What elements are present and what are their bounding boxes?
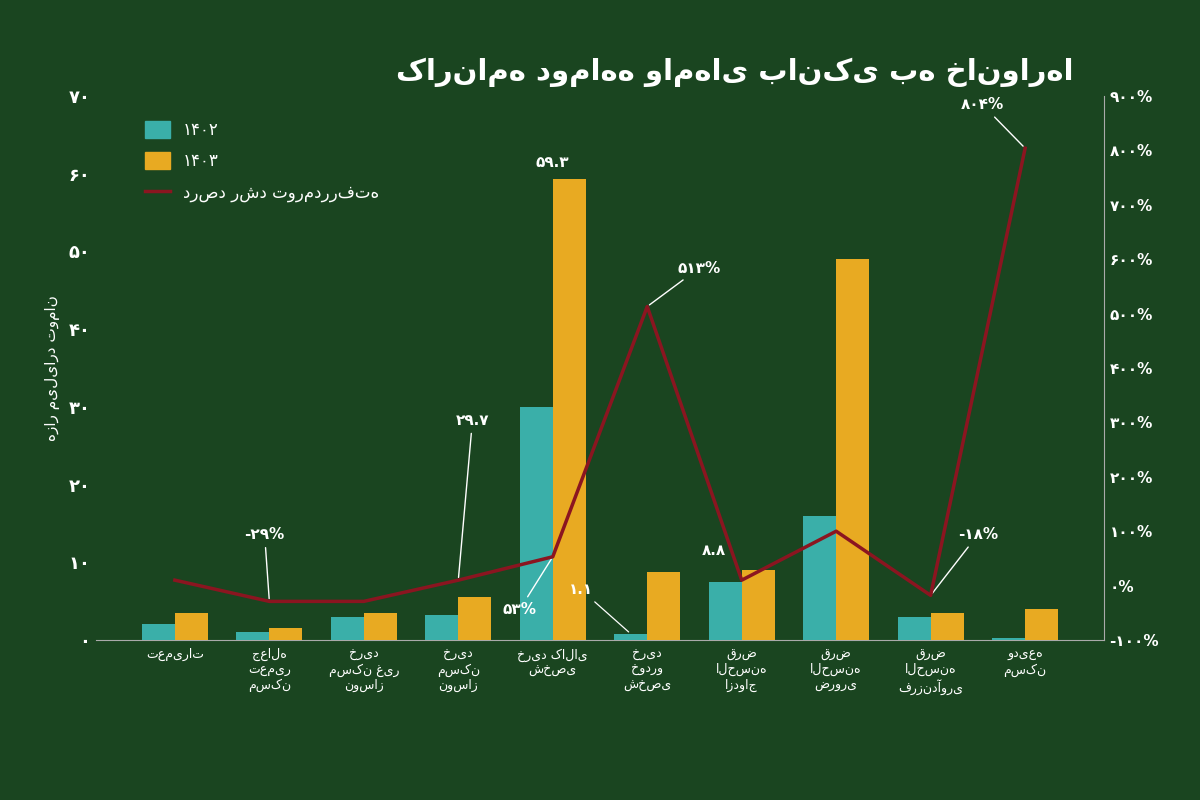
- Bar: [236, 632, 269, 640]
- Bar: [742, 570, 775, 640]
- Bar: [520, 407, 553, 640]
- Text: ۸.۸: ۸.۸: [701, 543, 726, 558]
- Bar: [1025, 609, 1058, 640]
- Text: ۵۹.۳: ۵۹.۳: [536, 155, 570, 170]
- Bar: [142, 625, 175, 640]
- Bar: [175, 613, 208, 640]
- Bar: [269, 628, 302, 640]
- Text: کارنامه دوماهه وام‌های بانکی به خانوارها: کارنامه دوماهه وام‌های بانکی به خانوارها: [396, 58, 1074, 87]
- Bar: [553, 179, 586, 640]
- Bar: [898, 617, 931, 640]
- Legend: ۱۴۰۲, ۱۴۰۳, درصد رشد تورم‌دررفته: ۱۴۰۲, ۱۴۰۳, درصد رشد تورم‌دررفته: [145, 121, 379, 202]
- Bar: [614, 634, 647, 640]
- Bar: [647, 572, 680, 640]
- Bar: [836, 259, 869, 640]
- Text: ۲۹.۷: ۲۹.۷: [456, 413, 490, 578]
- Text: -۲۹%: -۲۹%: [245, 527, 284, 598]
- Bar: [709, 582, 742, 640]
- Text: ۵۳%: ۵۳%: [503, 559, 551, 617]
- Bar: [458, 598, 491, 640]
- Text: ۵۱۳%: ۵۱۳%: [649, 261, 721, 305]
- Bar: [931, 613, 964, 640]
- Bar: [364, 613, 397, 640]
- Bar: [992, 638, 1025, 640]
- Text: -۱۸%: -۱۸%: [932, 527, 998, 593]
- Y-axis label: هزار میلیارد تومان: هزار میلیارد تومان: [46, 295, 60, 441]
- Bar: [425, 615, 458, 640]
- Text: ۸۰۴%: ۸۰۴%: [961, 98, 1024, 146]
- Bar: [331, 617, 364, 640]
- Text: ۱.۱: ۱.۱: [569, 582, 629, 632]
- Bar: [803, 516, 836, 640]
